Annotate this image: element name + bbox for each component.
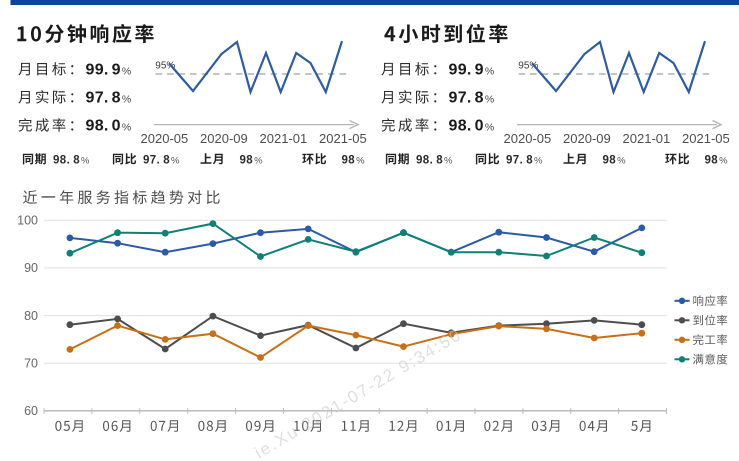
svg-text:60: 60 (24, 404, 38, 418)
svg-text:98%: 98% (705, 154, 729, 166)
svg-text:2020-09: 2020-09 (200, 131, 248, 146)
svg-text:2020-09: 2020-09 (563, 131, 611, 146)
svg-text:100: 100 (17, 214, 38, 228)
svg-text:2021-05: 2021-05 (319, 131, 367, 146)
svg-text:70: 70 (24, 356, 38, 370)
svg-text:97.8%: 97. 8% (86, 90, 132, 107)
svg-text:98.8%: 98. 8% (53, 154, 90, 166)
svg-text:2021-01: 2021-01 (623, 131, 671, 146)
svg-text:95%: 95% (518, 61, 538, 72)
svg-text:98.0%: 98. 0% (86, 118, 132, 135)
svg-text:99.9%: 99. 9% (86, 62, 132, 79)
svg-text:80: 80 (24, 309, 38, 323)
svg-text:2020-05: 2020-05 (141, 131, 189, 146)
svg-text:2020-05: 2020-05 (504, 131, 552, 146)
svg-text:98.0%: 98. 0% (449, 118, 495, 135)
svg-text:97.8%: 97. 8% (143, 154, 180, 166)
svg-text:90: 90 (24, 261, 38, 275)
svg-text:98%: 98% (240, 154, 264, 166)
svg-text:2021-05: 2021-05 (682, 131, 730, 146)
svg-text:98%: 98% (603, 154, 627, 166)
svg-text:97.8%: 97. 8% (449, 90, 495, 107)
svg-text:95%: 95% (155, 61, 175, 72)
svg-text:99.9%: 99. 9% (449, 62, 495, 79)
svg-text:ie.Xu 2021-07-22 9:34:50: ie.Xu 2021-07-22 9:34:50 (251, 325, 465, 461)
svg-text:98%: 98% (342, 154, 366, 166)
svg-text:97.8%: 97. 8% (506, 154, 543, 166)
svg-text:98.8%: 98. 8% (416, 154, 453, 166)
svg-text:2021-01: 2021-01 (260, 131, 308, 146)
